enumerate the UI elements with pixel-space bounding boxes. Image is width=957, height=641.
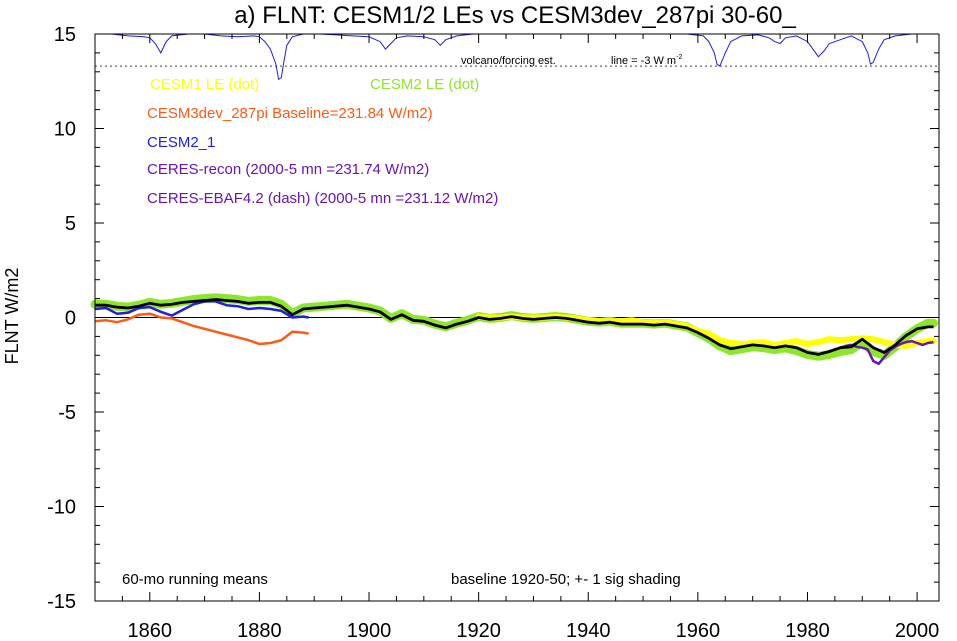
legend-ceres-ebaf: CERES-EBAF4.2 (dash) (2000-5 mn =231.12 … (147, 190, 498, 207)
x-tick-label: 1880 (237, 620, 282, 641)
series-line-cesm2-le (90, 293, 938, 361)
x-tick-label: 1960 (676, 620, 721, 641)
x-tick-label: 1940 (566, 620, 611, 641)
x-tick-label: 2000 (895, 620, 940, 641)
y-tick-label: -10 (47, 497, 76, 519)
legend-cesm3dev: CESM3dev_287pi Baseline=231.84 W/m2) (147, 105, 433, 122)
legend: CESM1 LE (dot) CESM2 LE (dot) CESM3dev_2… (147, 76, 498, 207)
y-tick-label: 5 (65, 213, 76, 235)
y-axis-label-group: FLNT W/m2 (2, 268, 22, 365)
x-tick-label: 1920 (456, 620, 501, 641)
running-means-annotation: 60-mo running means (122, 571, 268, 588)
series-line-ceres-recon (834, 339, 934, 366)
series-line-cesm3dev-287pi (94, 312, 309, 346)
legend-cesm2-le: CESM2 LE (dot) (370, 76, 479, 93)
baseline-annotation: baseline 1920-50; +- 1 sig shading (451, 571, 681, 588)
line-annotation-sup: -2 (676, 54, 682, 61)
legend-cesm2-1: CESM2_1 (147, 134, 215, 151)
line-annotation-main: line = -3 W m (611, 55, 676, 67)
series-line-cesm-mean (95, 298, 934, 356)
plot-area: 1860 1880 1900 1920 1940 1960 1980 2000 -15 -10 -5… (47, 24, 940, 641)
line-annotation: line = -3 W m-2 (611, 54, 682, 67)
y-axis-label: FLNT W/m2 (2, 268, 22, 365)
y-tick-label: 15 (54, 24, 76, 46)
chart-title: a) FLNT: CESM1/2 LEs vs CESM3dev_287pi 3… (234, 2, 796, 29)
volcano-annotation: volcano/forcing est. (461, 55, 556, 67)
legend-cesm1-le: CESM1 LE (dot) (150, 76, 259, 93)
y-tick-label: -15 (47, 591, 76, 613)
x-tick-label: 1900 (347, 620, 392, 641)
y-tick-label: 10 (54, 119, 76, 141)
x-tick-label: 1980 (785, 620, 830, 641)
x-tick-label: 1860 (128, 620, 173, 641)
y-tick-label: -5 (58, 402, 76, 424)
y-tick-label: 0 (65, 308, 76, 330)
legend-ceres-recon: CERES-recon (2000-5 mn =231.74 W/m2) (147, 161, 429, 178)
